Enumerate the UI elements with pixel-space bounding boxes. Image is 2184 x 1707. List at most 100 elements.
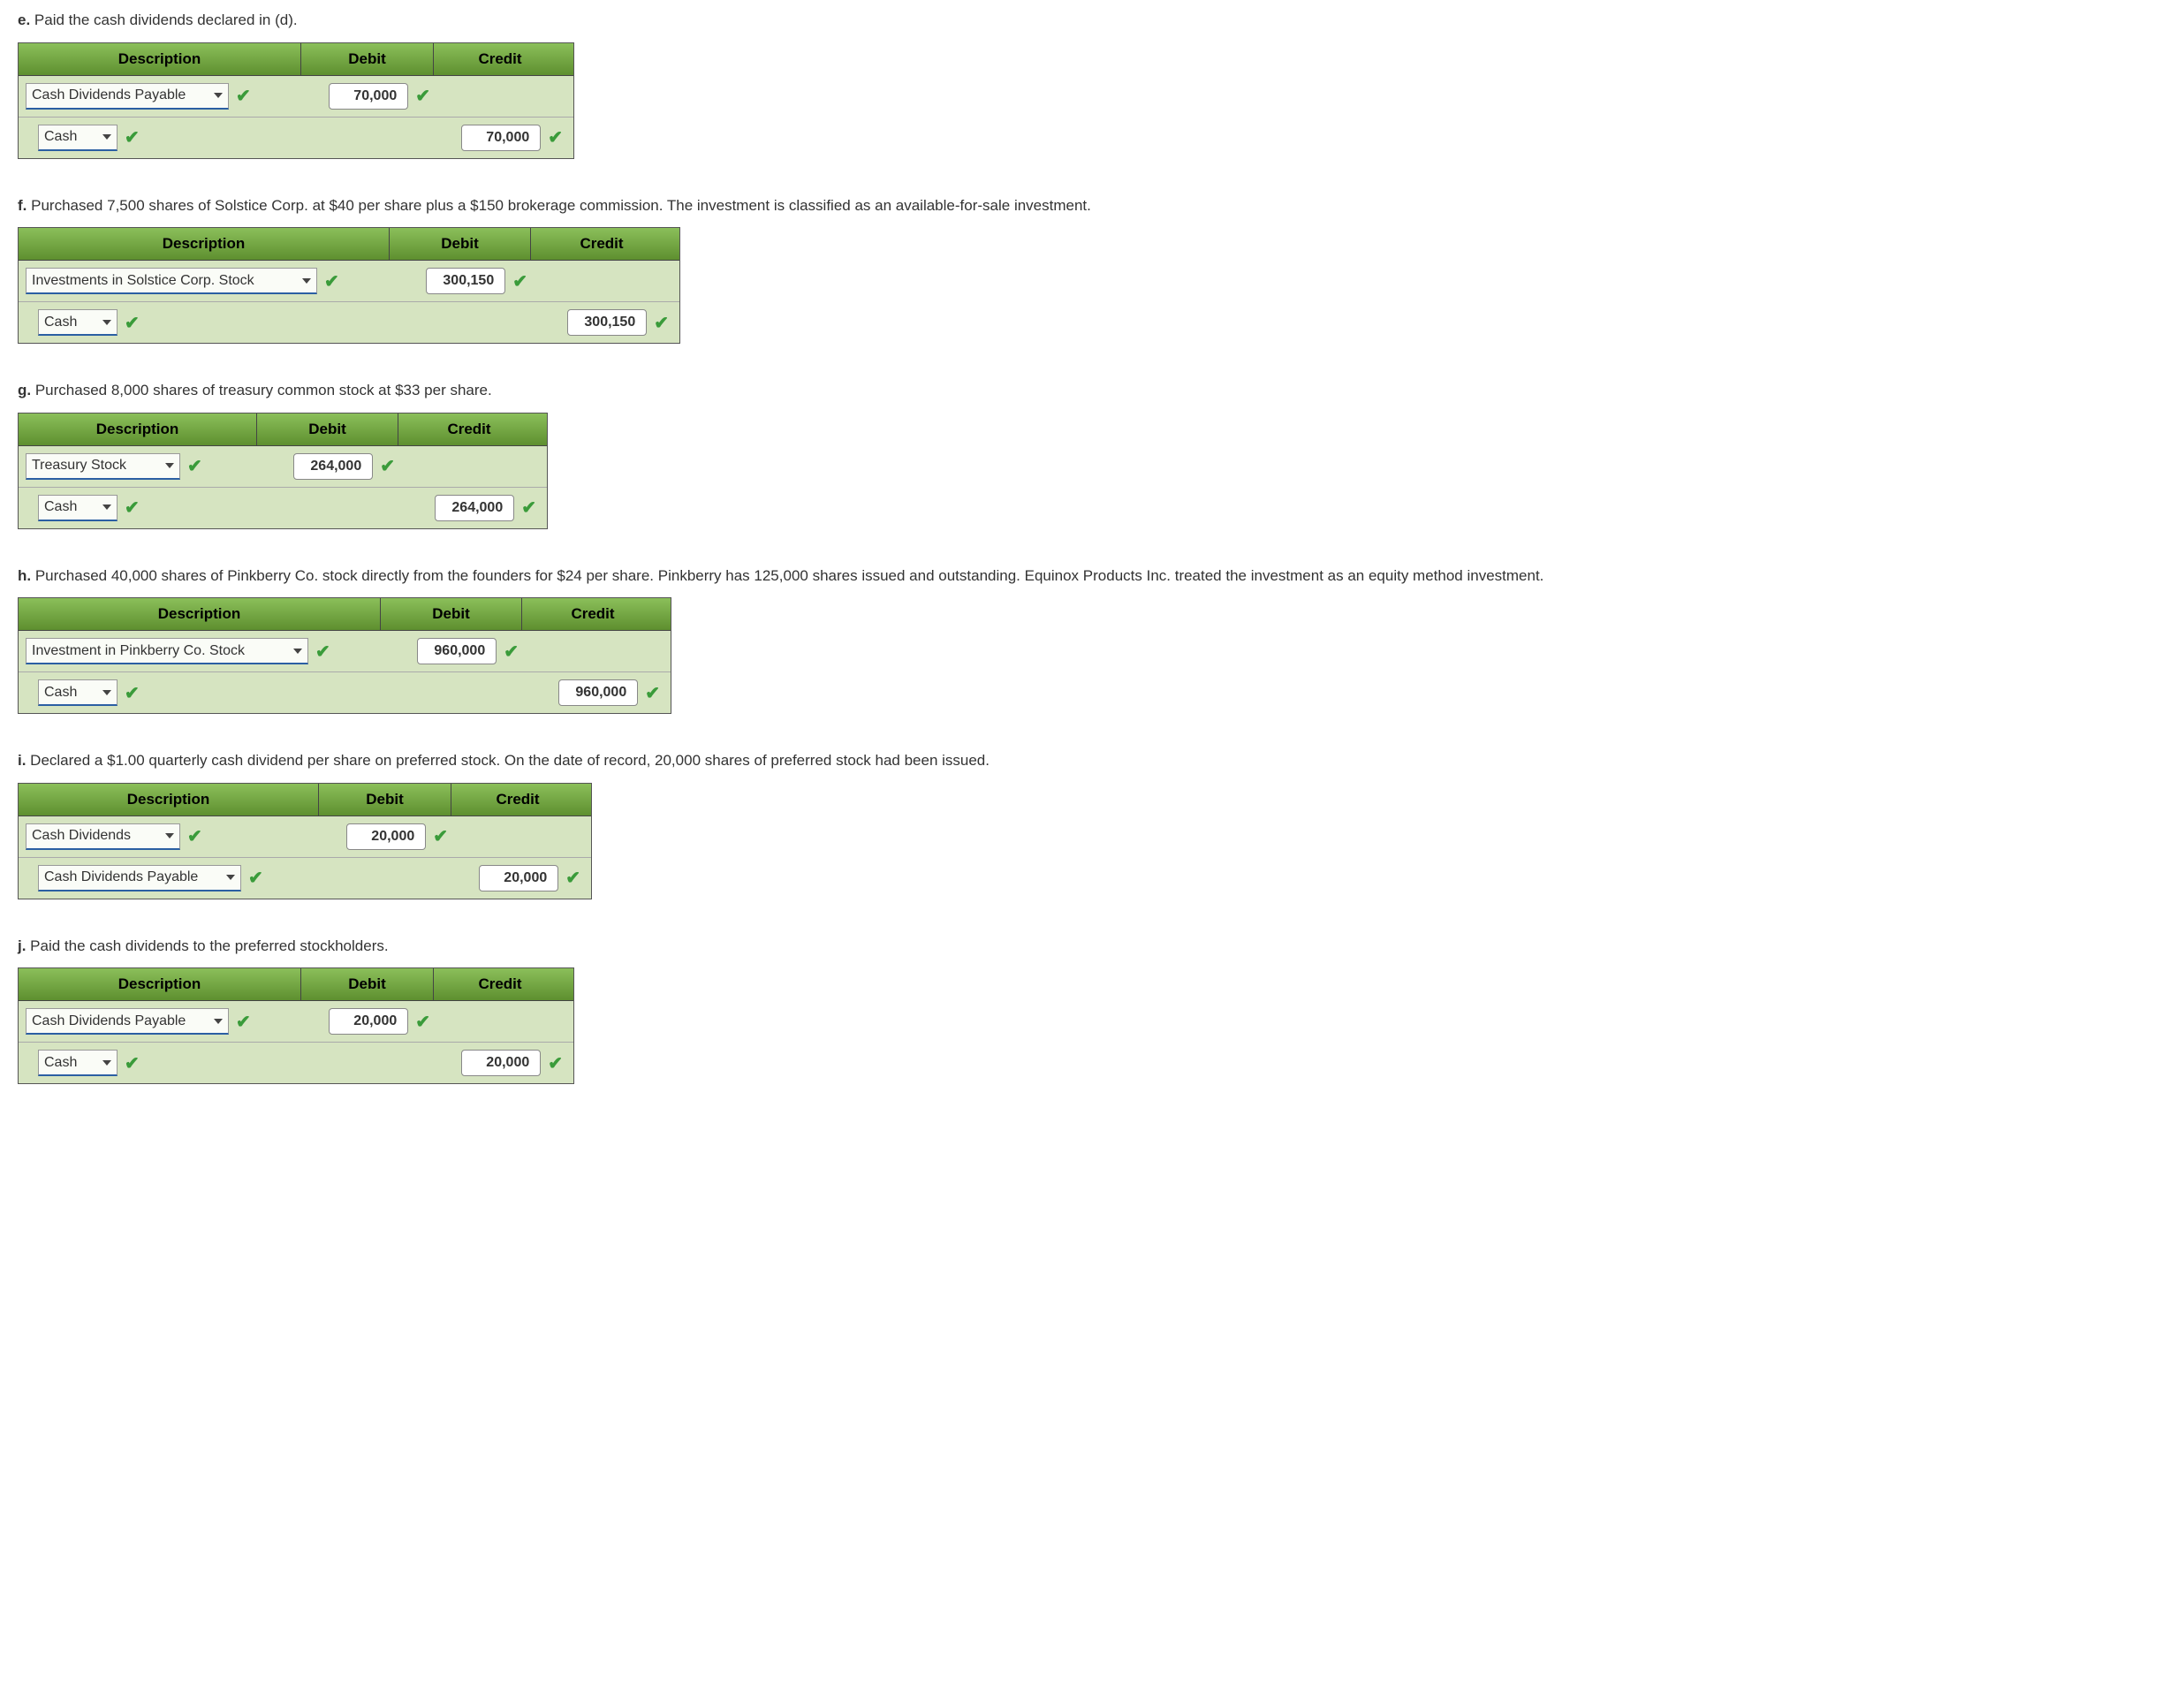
debit-input[interactable]: 70,000 xyxy=(329,83,408,110)
header-description: Description xyxy=(19,43,301,75)
account-label: Investments in Solstice Corp. Stock xyxy=(32,273,295,289)
account-dropdown[interactable]: Cash Dividends Payable xyxy=(26,1008,229,1035)
checkmark-icon: ✔ xyxy=(548,1052,563,1074)
entry-letter: g. xyxy=(18,382,31,398)
debit-cell: 20,000 ✔ xyxy=(322,822,455,852)
journal-entry-block: f. Purchased 7,500 shares of Solstice Co… xyxy=(18,194,2166,345)
entry-letter: i. xyxy=(18,752,26,769)
chevron-down-icon xyxy=(214,1019,223,1024)
debit-input[interactable]: 960,000 xyxy=(417,638,497,664)
entry-prompt: h. Purchased 40,000 shares of Pinkberry … xyxy=(18,565,2166,588)
checkmark-icon: ✔ xyxy=(125,312,140,334)
header-credit: Credit xyxy=(434,43,566,75)
chevron-down-icon xyxy=(165,463,174,468)
credit-input[interactable]: 20,000 xyxy=(461,1050,541,1076)
credit-input[interactable]: 70,000 xyxy=(461,125,541,151)
table-row: Cash✔ 70,000✔ xyxy=(19,118,573,158)
debit-cell xyxy=(305,1061,437,1065)
credit-input[interactable]: 300,150 xyxy=(567,309,647,336)
header-credit: Credit xyxy=(398,413,540,445)
credit-cell: 960,000 ✔ xyxy=(526,678,667,708)
table-header-row: DescriptionDebitCredit xyxy=(19,598,671,631)
description-cell: Treasury Stock ✔ xyxy=(22,451,261,482)
account-dropdown[interactable]: Investment in Pinkberry Co. Stock xyxy=(26,638,308,664)
account-label: Investment in Pinkberry Co. Stock xyxy=(32,643,286,659)
chevron-down-icon xyxy=(102,1060,111,1066)
chevron-down-icon xyxy=(102,320,111,325)
debit-cell: 20,000 ✔ xyxy=(305,1006,437,1036)
account-dropdown[interactable]: Cash xyxy=(38,495,118,521)
checkmark-icon: ✔ xyxy=(521,497,536,519)
chevron-down-icon xyxy=(302,278,311,284)
journal-entry-table: DescriptionDebitCreditCash Dividends✔20,… xyxy=(18,783,592,899)
journal-entries-container: e. Paid the cash dividends declared in (… xyxy=(18,9,2166,1084)
credit-input[interactable]: 20,000 xyxy=(479,865,558,891)
entry-letter: f. xyxy=(18,197,27,214)
journal-entry-table: DescriptionDebitCreditInvestments in Sol… xyxy=(18,227,680,344)
debit-cell xyxy=(384,691,526,694)
checkmark-icon: ✔ xyxy=(645,682,660,704)
credit-cell xyxy=(437,95,570,98)
debit-input[interactable]: 300,150 xyxy=(426,268,505,294)
table-row: Cash Dividends Payable ✔ 70,000✔ xyxy=(19,76,573,118)
account-dropdown[interactable]: Treasury Stock xyxy=(26,453,180,480)
checkmark-icon: ✔ xyxy=(187,455,202,477)
debit-input[interactable]: 264,000 xyxy=(293,453,373,480)
account-dropdown[interactable]: Cash Dividends Payable xyxy=(38,865,241,891)
debit-cell xyxy=(261,506,402,510)
chevron-down-icon xyxy=(102,690,111,695)
account-dropdown[interactable]: Cash Dividends Payable xyxy=(26,83,229,110)
debit-input[interactable]: 20,000 xyxy=(346,823,426,850)
table-header-row: DescriptionDebitCredit xyxy=(19,784,591,816)
chevron-down-icon xyxy=(214,93,223,98)
checkmark-icon: ✔ xyxy=(125,497,140,519)
debit-cell xyxy=(322,876,455,880)
checkmark-icon: ✔ xyxy=(415,1011,430,1033)
credit-cell xyxy=(402,465,543,468)
checkmark-icon: ✔ xyxy=(504,641,519,663)
table-row: Cash✔20,000✔ xyxy=(19,1043,573,1083)
account-dropdown[interactable]: Cash xyxy=(38,309,118,336)
table-row: Cash Dividends Payable✔20,000✔ xyxy=(19,858,591,899)
account-label: Cash xyxy=(44,315,95,330)
entry-prompt: e. Paid the cash dividends declared in (… xyxy=(18,9,2166,32)
credit-cell: 70,000✔ xyxy=(437,123,570,153)
description-cell: Cash Dividends Payable ✔ xyxy=(22,81,305,111)
table-row: Treasury Stock ✔ 264,000 ✔ xyxy=(19,446,547,488)
journal-entry-table: DescriptionDebitCredit Cash Dividends Pay… xyxy=(18,42,574,159)
entry-letter: h. xyxy=(18,567,31,584)
account-label: Cash xyxy=(44,1055,95,1071)
table-row: Investment in Pinkberry Co. Stock✔960,00… xyxy=(19,631,671,672)
chevron-down-icon xyxy=(102,505,111,510)
debit-cell: 960,000 ✔ xyxy=(384,636,526,666)
debit-cell: 70,000✔ xyxy=(305,81,437,111)
entry-prompt: i. Declared a $1.00 quarterly cash divid… xyxy=(18,749,2166,772)
table-row: Investments in Solstice Corp. Stock✔ 300,… xyxy=(19,261,679,302)
description-cell: Investments in Solstice Corp. Stock✔ xyxy=(22,266,393,296)
account-dropdown[interactable]: Cash xyxy=(38,125,118,151)
journal-entry-table: DescriptionDebitCreditTreasury Stock✔264… xyxy=(18,413,548,529)
header-credit: Credit xyxy=(522,598,664,630)
checkmark-icon: ✔ xyxy=(433,825,448,847)
account-dropdown[interactable]: Cash xyxy=(38,1050,118,1076)
checkmark-icon: ✔ xyxy=(236,85,251,107)
chevron-down-icon xyxy=(226,875,235,880)
account-dropdown[interactable]: Cash Dividends xyxy=(26,823,180,850)
header-description: Description xyxy=(19,228,390,260)
table-row: Cash ✔ 264,000 ✔ xyxy=(19,488,547,528)
debit-input[interactable]: 20,000 xyxy=(329,1008,408,1035)
description-cell: Cash✔ xyxy=(22,123,305,153)
account-label: Cash Dividends xyxy=(32,828,158,844)
entry-letter: j. xyxy=(18,937,26,954)
account-label: Cash xyxy=(44,685,95,701)
credit-input[interactable]: 264,000 xyxy=(435,495,514,521)
header-debit: Debit xyxy=(319,784,451,816)
account-dropdown[interactable]: Cash xyxy=(38,679,118,706)
account-dropdown[interactable]: Investments in Solstice Corp. Stock xyxy=(26,268,317,294)
table-header-row: DescriptionDebitCredit xyxy=(19,43,573,76)
header-debit: Debit xyxy=(301,43,434,75)
description-cell: Cash✔ xyxy=(22,678,384,708)
journal-entry-block: j. Paid the cash dividends to the prefer… xyxy=(18,935,2166,1085)
credit-input[interactable]: 960,000 xyxy=(558,679,638,706)
credit-cell: 300,150✔ xyxy=(535,307,676,338)
